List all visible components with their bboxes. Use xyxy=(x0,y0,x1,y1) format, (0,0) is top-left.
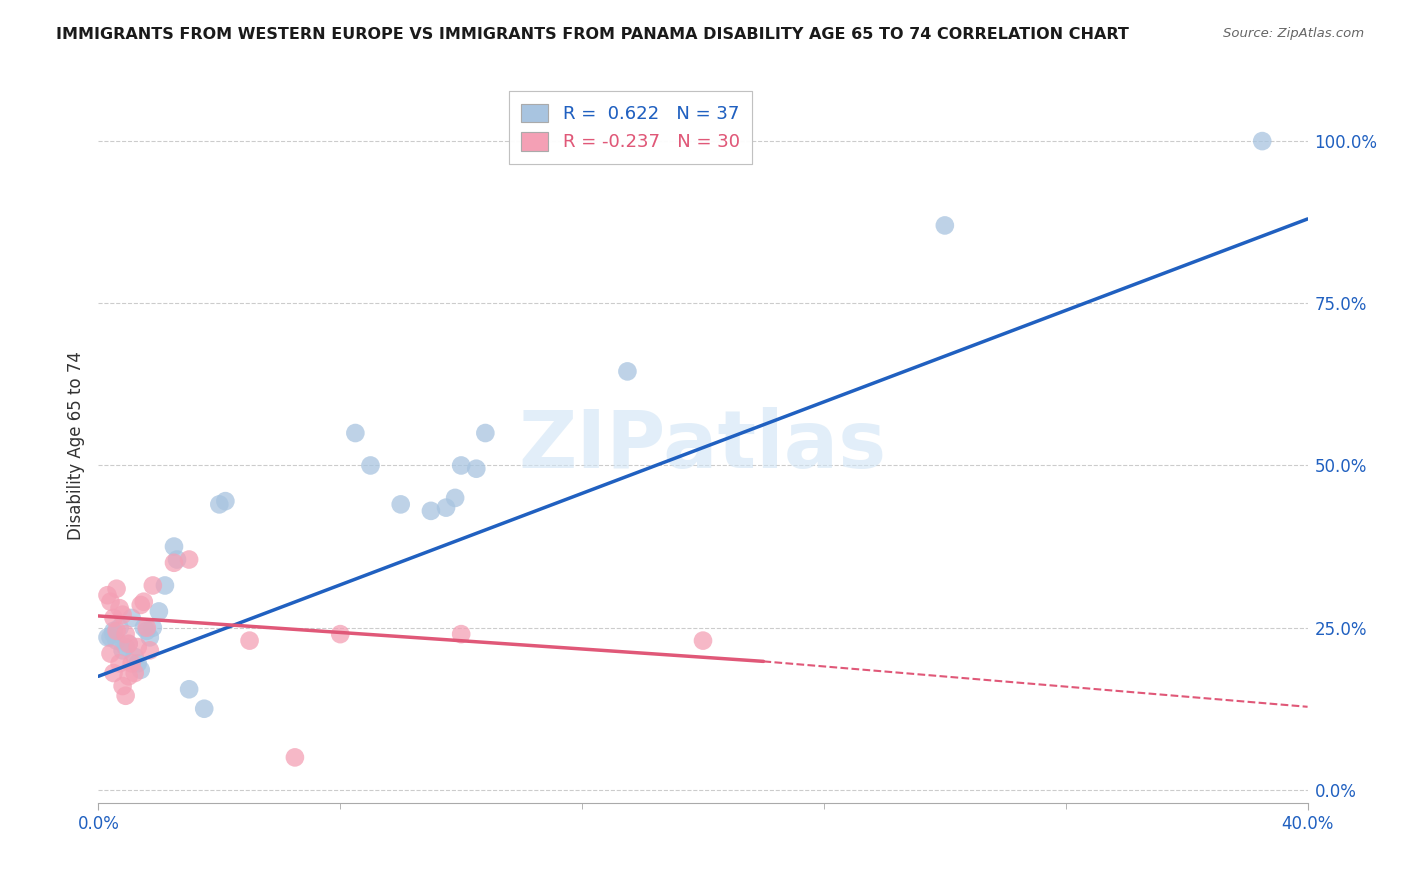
Legend: R =  0.622   N = 37, R = -0.237   N = 30: R = 0.622 N = 37, R = -0.237 N = 30 xyxy=(509,91,752,164)
Point xyxy=(166,552,188,566)
Point xyxy=(163,556,186,570)
Text: ZIPatlas: ZIPatlas xyxy=(519,407,887,485)
Point xyxy=(124,666,146,681)
Point xyxy=(100,631,122,645)
Point xyxy=(111,679,134,693)
Point xyxy=(692,633,714,648)
Point xyxy=(465,461,488,475)
Point xyxy=(129,663,152,677)
Point xyxy=(127,640,149,654)
Point xyxy=(96,631,118,645)
Point xyxy=(100,647,122,661)
Point xyxy=(179,552,201,566)
Point xyxy=(118,637,141,651)
Point xyxy=(214,494,236,508)
Point xyxy=(389,497,412,511)
Point xyxy=(118,637,141,651)
Point xyxy=(108,601,131,615)
Point xyxy=(114,627,136,641)
Point xyxy=(105,624,128,638)
Point xyxy=(344,425,367,440)
Point xyxy=(103,666,125,681)
Point xyxy=(105,582,128,596)
Point xyxy=(108,657,131,671)
Point xyxy=(474,425,496,440)
Point xyxy=(114,640,136,654)
Point xyxy=(284,750,307,764)
Point xyxy=(163,540,186,554)
Text: Source: ZipAtlas.com: Source: ZipAtlas.com xyxy=(1223,27,1364,40)
Point xyxy=(124,649,146,664)
Point xyxy=(129,598,152,612)
Point xyxy=(148,604,170,618)
Point xyxy=(108,621,131,635)
Point xyxy=(139,643,162,657)
Point xyxy=(450,458,472,473)
Y-axis label: Disability Age 65 to 74: Disability Age 65 to 74 xyxy=(66,351,84,541)
Point xyxy=(1251,134,1274,148)
Point xyxy=(100,595,122,609)
Point xyxy=(420,504,443,518)
Point xyxy=(127,657,149,671)
Point xyxy=(450,627,472,641)
Point xyxy=(142,621,165,635)
Point xyxy=(142,578,165,592)
Point xyxy=(193,702,215,716)
Point xyxy=(103,627,125,641)
Point xyxy=(132,621,155,635)
Text: IMMIGRANTS FROM WESTERN EUROPE VS IMMIGRANTS FROM PANAMA DISABILITY AGE 65 TO 74: IMMIGRANTS FROM WESTERN EUROPE VS IMMIGR… xyxy=(56,27,1129,42)
Point xyxy=(105,633,128,648)
Point xyxy=(96,588,118,602)
Point xyxy=(153,578,176,592)
Point xyxy=(103,611,125,625)
Point xyxy=(139,631,162,645)
Point xyxy=(934,219,956,233)
Point xyxy=(360,458,382,473)
Point xyxy=(208,497,231,511)
Point xyxy=(135,624,157,638)
Point xyxy=(118,669,141,683)
Point xyxy=(121,611,143,625)
Point xyxy=(114,689,136,703)
Point xyxy=(239,633,262,648)
Point xyxy=(121,657,143,671)
Point xyxy=(329,627,352,641)
Point xyxy=(132,595,155,609)
Point xyxy=(616,364,638,378)
Point xyxy=(444,491,467,505)
Point xyxy=(103,624,125,638)
Point xyxy=(179,682,201,697)
Point xyxy=(434,500,457,515)
Point xyxy=(111,643,134,657)
Point xyxy=(135,621,157,635)
Point xyxy=(111,607,134,622)
